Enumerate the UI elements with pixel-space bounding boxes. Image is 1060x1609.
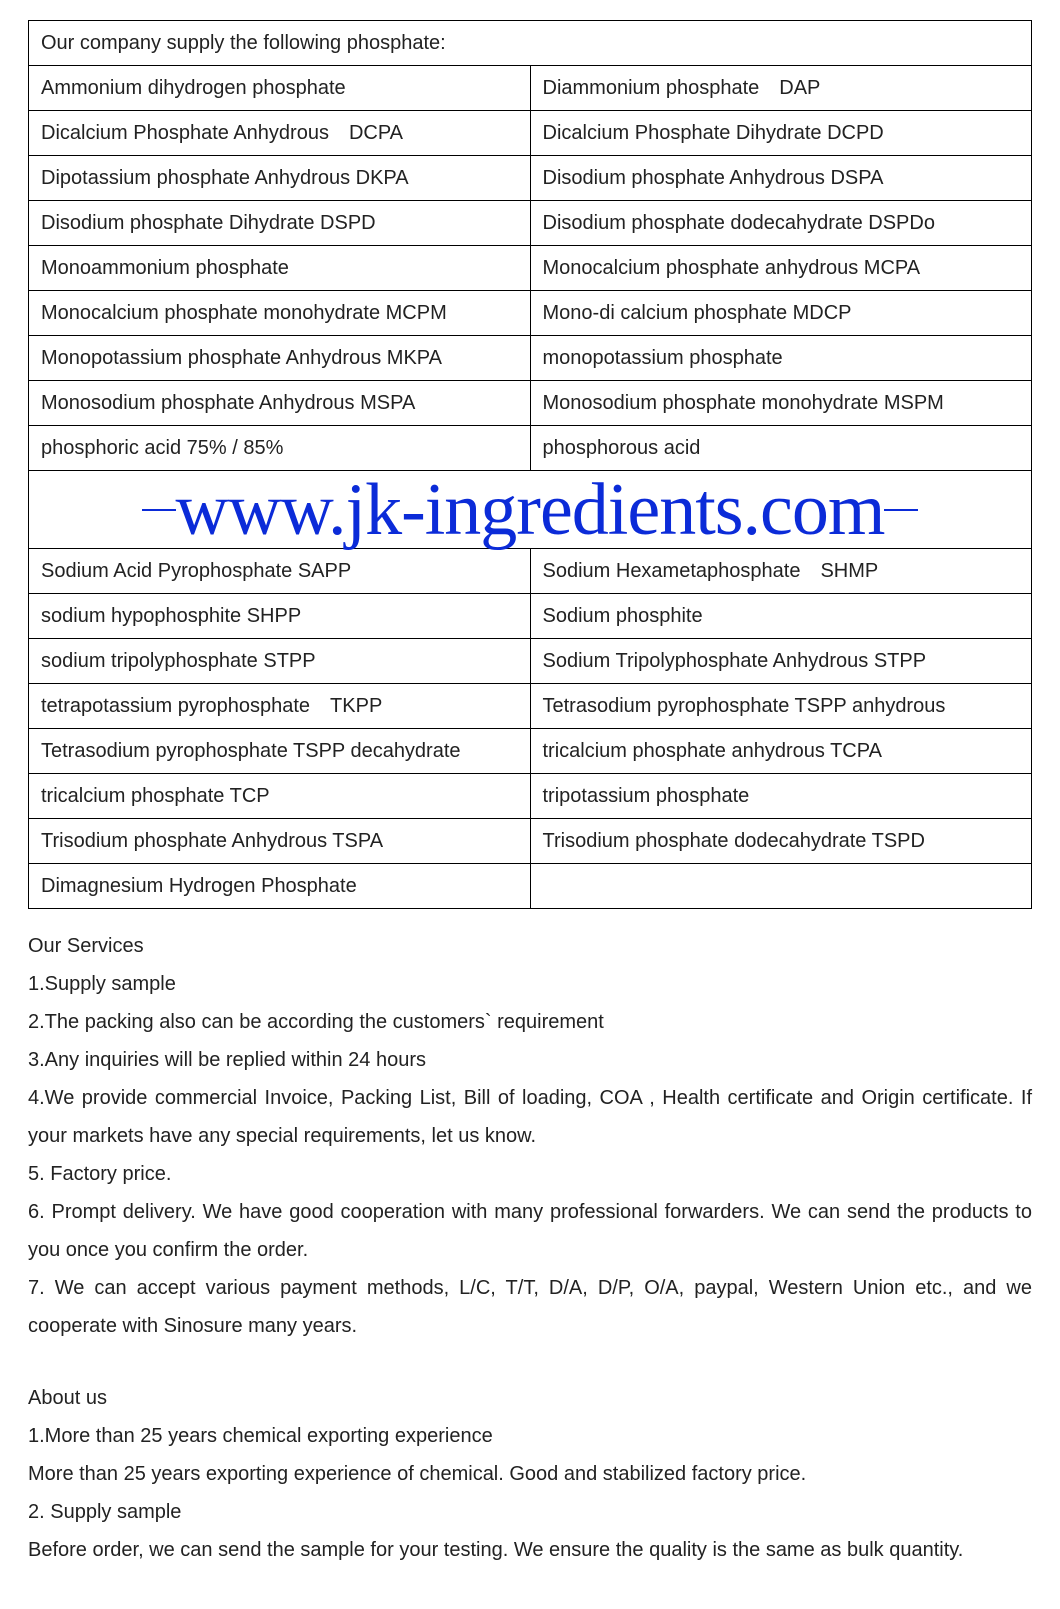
- table-cell: Dipotassium phosphate Anhydrous DKPA: [29, 156, 531, 201]
- watermark-dash-right: [884, 509, 918, 511]
- table-cell: Diammonium phosphate DAP: [530, 66, 1032, 111]
- services-line: 2.The packing also can be according the …: [28, 1003, 1032, 1041]
- services-line: 6. Prompt delivery. We have good coopera…: [28, 1193, 1032, 1269]
- services-title: Our Services: [28, 927, 1032, 965]
- table-cell: tricalcium phosphate TCP: [29, 774, 531, 819]
- table-cell: tricalcium phosphate anhydrous TCPA: [530, 729, 1032, 774]
- table-header-row: Our company supply the following phospha…: [29, 21, 1032, 66]
- watermark-dash-left: [142, 509, 176, 511]
- table-cell: Trisodium phosphate Anhydrous TSPA: [29, 819, 531, 864]
- table-row: Dicalcium Phosphate Anhydrous DCPADicalc…: [29, 111, 1032, 156]
- table-cell: Tetrasodium pyrophosphate TSPP decahydra…: [29, 729, 531, 774]
- table-row: tetrapotassium pyrophosphate TKPPTetraso…: [29, 684, 1032, 729]
- about-line: 2. Supply sample: [28, 1493, 1032, 1531]
- services-line: 3.Any inquiries will be replied within 2…: [28, 1041, 1032, 1079]
- table-cell: Monoammonium phosphate: [29, 246, 531, 291]
- table-cell: sodium hypophosphite SHPP: [29, 594, 531, 639]
- table-cell: Mono-di calcium phosphate MDCP: [530, 291, 1032, 336]
- table-cell: Monopotassium phosphate Anhydrous MKPA: [29, 336, 531, 381]
- table-cell: Dimagnesium Hydrogen Phosphate: [29, 864, 531, 909]
- services-lines: 1.Supply sample2.The packing also can be…: [28, 965, 1032, 1345]
- table-row: Disodium phosphate Dihydrate DSPDDisodiu…: [29, 201, 1032, 246]
- about-lines: 1.More than 25 years chemical exporting …: [28, 1417, 1032, 1569]
- watermark-cell: www.jk-ingredients.com: [29, 471, 1032, 549]
- table-cell: Dicalcium Phosphate Anhydrous DCPA: [29, 111, 531, 156]
- table-row: Sodium Acid Pyrophosphate SAPPSodium Hex…: [29, 549, 1032, 594]
- table-cell: Sodium Hexametaphosphate SHMP: [530, 549, 1032, 594]
- table-cell: Ammonium dihydrogen phosphate: [29, 66, 531, 111]
- table-row: Monoammonium phosphateMonocalcium phosph…: [29, 246, 1032, 291]
- table-cell: Tetrasodium pyrophosphate TSPP anhydrous: [530, 684, 1032, 729]
- about-title: About us: [28, 1379, 1032, 1417]
- table-row: Monocalcium phosphate monohydrate MCPMMo…: [29, 291, 1032, 336]
- table-cell: tetrapotassium pyrophosphate TKPP: [29, 684, 531, 729]
- table-cell: Sodium Tripolyphosphate Anhydrous STPP: [530, 639, 1032, 684]
- table-cell: Disodium phosphate dodecahydrate DSPDo: [530, 201, 1032, 246]
- table-cell: phosphoric acid 75% / 85%: [29, 426, 531, 471]
- table-cell: [530, 864, 1032, 909]
- about-line: More than 25 years exporting experience …: [28, 1455, 1032, 1493]
- page-container: Our company supply the following phospha…: [0, 0, 1060, 1609]
- table-cell: Sodium Acid Pyrophosphate SAPP: [29, 549, 531, 594]
- phosphate-table-body: Our company supply the following phospha…: [29, 21, 1032, 909]
- watermark-line: www.jk-ingredients.com: [29, 473, 1031, 547]
- table-cell: Sodium phosphite: [530, 594, 1032, 639]
- table-row: Ammonium dihydrogen phosphateDiammonium …: [29, 66, 1032, 111]
- table-cell: Monosodium phosphate monohydrate MSPM: [530, 381, 1032, 426]
- table-cell: phosphorous acid: [530, 426, 1032, 471]
- table-cell: monopotassium phosphate: [530, 336, 1032, 381]
- table-row: Dimagnesium Hydrogen Phosphate: [29, 864, 1032, 909]
- table-row: Tetrasodium pyrophosphate TSPP decahydra…: [29, 729, 1032, 774]
- table-cell: tripotassium phosphate: [530, 774, 1032, 819]
- about-section: About us 1.More than 25 years chemical e…: [28, 1379, 1032, 1569]
- table-row: sodium hypophosphite SHPPSodium phosphit…: [29, 594, 1032, 639]
- table-row: Monopotassium phosphate Anhydrous MKPAmo…: [29, 336, 1032, 381]
- section-spacer: [28, 1345, 1032, 1379]
- about-line: 1.More than 25 years chemical exporting …: [28, 1417, 1032, 1455]
- table-header-cell: Our company supply the following phospha…: [29, 21, 1032, 66]
- services-line: 4.We provide commercial Invoice, Packing…: [28, 1079, 1032, 1155]
- table-cell: Dicalcium Phosphate Dihydrate DCPD: [530, 111, 1032, 156]
- table-cell: sodium tripolyphosphate STPP: [29, 639, 531, 684]
- table-row: Monosodium phosphate Anhydrous MSPAMonos…: [29, 381, 1032, 426]
- services-line: 5. Factory price.: [28, 1155, 1032, 1193]
- services-line: 7. We can accept various payment methods…: [28, 1269, 1032, 1345]
- table-row: Trisodium phosphate Anhydrous TSPATrisod…: [29, 819, 1032, 864]
- table-cell: Trisodium phosphate dodecahydrate TSPD: [530, 819, 1032, 864]
- table-row: phosphoric acid 75% / 85%phosphorous aci…: [29, 426, 1032, 471]
- watermark-text: www.jk-ingredients.com: [176, 473, 885, 547]
- phosphate-table: Our company supply the following phospha…: [28, 20, 1032, 909]
- table-cell: Disodium phosphate Anhydrous DSPA: [530, 156, 1032, 201]
- about-line: Before order, we can send the sample for…: [28, 1531, 1032, 1569]
- services-section: Our Services 1.Supply sample2.The packin…: [28, 927, 1032, 1345]
- services-line: 1.Supply sample: [28, 965, 1032, 1003]
- table-cell: Monocalcium phosphate monohydrate MCPM: [29, 291, 531, 336]
- table-cell: Monosodium phosphate Anhydrous MSPA: [29, 381, 531, 426]
- table-row: Dipotassium phosphate Anhydrous DKPADiso…: [29, 156, 1032, 201]
- watermark-row: www.jk-ingredients.com: [29, 471, 1032, 549]
- table-row: tricalcium phosphate TCPtripotassium pho…: [29, 774, 1032, 819]
- table-row: sodium tripolyphosphate STPPSodium Tripo…: [29, 639, 1032, 684]
- table-cell: Monocalcium phosphate anhydrous MCPA: [530, 246, 1032, 291]
- table-cell: Disodium phosphate Dihydrate DSPD: [29, 201, 531, 246]
